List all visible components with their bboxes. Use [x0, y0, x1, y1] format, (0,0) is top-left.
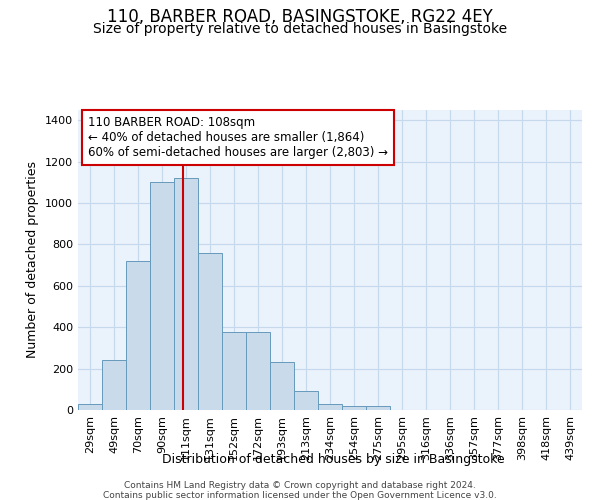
Bar	[270, 362, 294, 410]
Bar	[126, 261, 150, 410]
Bar	[366, 406, 390, 410]
Bar	[246, 332, 270, 410]
Y-axis label: Number of detached properties: Number of detached properties	[26, 162, 40, 358]
Bar	[102, 360, 126, 410]
Text: 110, BARBER ROAD, BASINGSTOKE, RG22 4EY: 110, BARBER ROAD, BASINGSTOKE, RG22 4EY	[107, 8, 493, 26]
Bar	[78, 404, 102, 410]
Text: 110 BARBER ROAD: 108sqm
← 40% of detached houses are smaller (1,864)
60% of semi: 110 BARBER ROAD: 108sqm ← 40% of detache…	[88, 116, 388, 159]
Bar	[342, 406, 366, 410]
Bar	[198, 253, 222, 410]
Bar	[150, 182, 174, 410]
Bar	[222, 332, 246, 410]
Text: Contains public sector information licensed under the Open Government Licence v3: Contains public sector information licen…	[103, 491, 497, 500]
Bar	[174, 178, 198, 410]
Text: Distribution of detached houses by size in Basingstoke: Distribution of detached houses by size …	[161, 452, 505, 466]
Text: Size of property relative to detached houses in Basingstoke: Size of property relative to detached ho…	[93, 22, 507, 36]
Bar	[294, 392, 318, 410]
Bar	[318, 404, 342, 410]
Text: Contains HM Land Registry data © Crown copyright and database right 2024.: Contains HM Land Registry data © Crown c…	[124, 481, 476, 490]
